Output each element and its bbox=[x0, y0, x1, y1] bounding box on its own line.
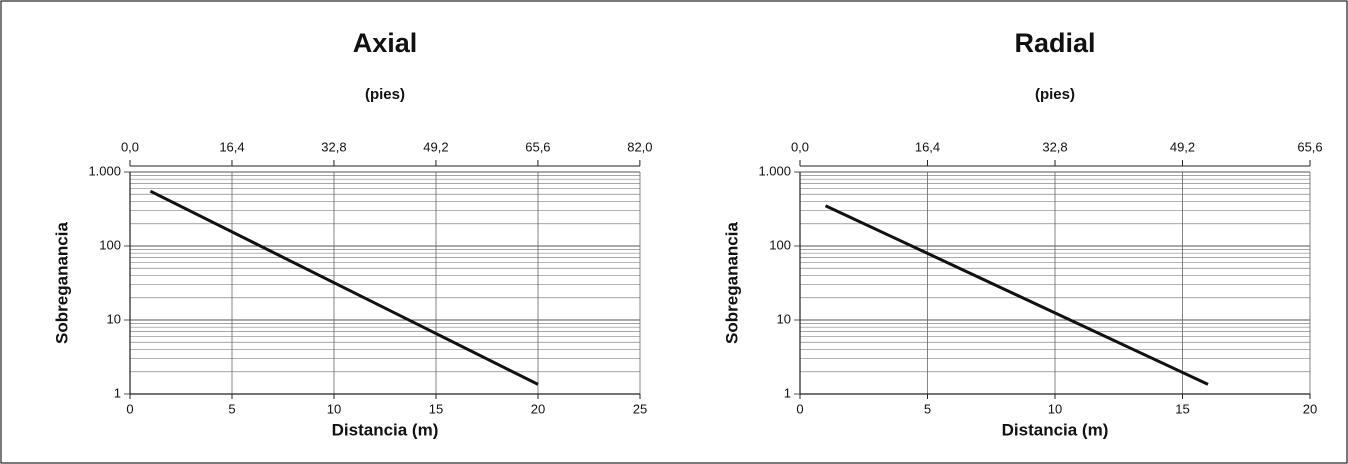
data-line bbox=[149, 189, 539, 386]
x2-tick-label: 16,4 bbox=[915, 139, 940, 154]
chart-title: Radial bbox=[1014, 28, 1095, 58]
x2-tick-label: 16,4 bbox=[219, 139, 244, 154]
x-tick-label: 15 bbox=[1175, 401, 1189, 416]
x2-tick-label: 32,8 bbox=[321, 139, 346, 154]
y-tick-label: 1.000 bbox=[758, 163, 791, 178]
x-tick-label: 0 bbox=[126, 401, 133, 416]
x-tick-label: 0 bbox=[796, 401, 803, 416]
y-tick-label: 10 bbox=[107, 311, 121, 326]
data-line bbox=[824, 204, 1209, 386]
x-axis-label: Distancia (m) bbox=[332, 420, 439, 439]
top-axis-label: (pies) bbox=[365, 86, 405, 103]
x-tick-label: 5 bbox=[924, 401, 931, 416]
y-axis-label: Sobreganancia bbox=[722, 222, 741, 344]
x2-tick-label: 65,6 bbox=[1297, 139, 1322, 154]
x-tick-label: 20 bbox=[531, 401, 545, 416]
x-tick-label: 20 bbox=[1303, 401, 1317, 416]
x-tick-label: 5 bbox=[228, 401, 235, 416]
x-axis-label: Distancia (m) bbox=[1002, 420, 1109, 439]
x2-tick-label: 32,8 bbox=[1042, 139, 1067, 154]
x2-tick-label: 49,2 bbox=[423, 139, 448, 154]
x2-tick-label: 0,0 bbox=[791, 139, 809, 154]
y-tick-label: 100 bbox=[769, 237, 791, 252]
y-axis-label: Sobreganancia bbox=[52, 222, 71, 344]
chart-title: Axial bbox=[353, 28, 418, 58]
x2-tick-label: 0,0 bbox=[121, 139, 139, 154]
y-tick-label: 1 bbox=[784, 385, 791, 400]
x-tick-label: 10 bbox=[327, 401, 341, 416]
x2-tick-label: 49,2 bbox=[1170, 139, 1195, 154]
x2-tick-label: 82,0 bbox=[627, 139, 652, 154]
x-tick-label: 25 bbox=[633, 401, 647, 416]
y-tick-label: 1.000 bbox=[88, 163, 121, 178]
y-tick-label: 1 bbox=[114, 385, 121, 400]
top-axis-label: (pies) bbox=[1035, 86, 1075, 103]
x2-tick-label: 65,6 bbox=[525, 139, 550, 154]
x-tick-label: 15 bbox=[429, 401, 443, 416]
x-tick-label: 10 bbox=[1048, 401, 1062, 416]
y-tick-label: 10 bbox=[777, 311, 791, 326]
y-tick-label: 100 bbox=[99, 237, 121, 252]
